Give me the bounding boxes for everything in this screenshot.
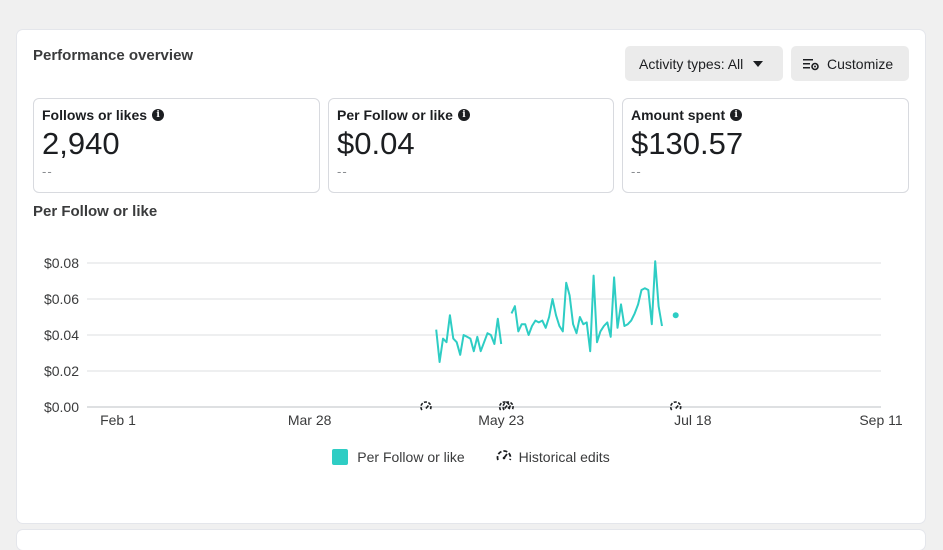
metric-value: $130.57	[631, 126, 744, 161]
metric-follows-or-likes[interactable]: Follows or likes i 2,940 --	[33, 98, 320, 193]
historical-edit-marker[interactable]	[669, 401, 682, 411]
x-tick-label: Jul 18	[674, 412, 712, 428]
line-chart[interactable]: $0.00 $0.02 $0.04 $0.06 $0.08 Feb 1 Mar 28 May …	[17, 30, 925, 440]
x-tick-label: Sep 11	[859, 412, 903, 428]
data-point	[672, 312, 679, 319]
customize-button[interactable]: Customize	[791, 46, 909, 81]
info-icon[interactable]: i	[730, 109, 743, 121]
activity-types-label: Activity types: All	[639, 55, 744, 72]
metric-label: Amount spent	[631, 107, 726, 123]
metric-label-wrap: Amount spent i	[631, 107, 900, 123]
metric-value: 2,940	[42, 126, 120, 161]
metric-label: Per Follow or like	[337, 107, 453, 123]
legend-series-label: Per Follow or like	[357, 449, 465, 465]
y-tick-label: $0.02	[44, 363, 79, 379]
performance-overview-card: Performance overview Activity types: All…	[17, 30, 925, 523]
page-title: Performance overview	[33, 47, 194, 64]
metric-label-wrap: Per Follow or like i	[337, 107, 605, 123]
metric-label-wrap: Follows or likes i	[42, 107, 311, 123]
next-card	[17, 530, 925, 550]
metric-label: Follows or likes	[42, 107, 148, 123]
legend-item-series[interactable]: Per Follow or like	[332, 449, 465, 465]
metric-comparison: --	[42, 164, 53, 179]
y-tick-label: $0.00	[44, 399, 79, 415]
caret-down-icon	[753, 60, 764, 67]
series-line	[435, 314, 503, 363]
x-tick-label: Feb 1	[100, 412, 136, 428]
y-tick-label: $0.08	[44, 255, 79, 271]
chart-title: Per Follow or like	[33, 203, 158, 220]
x-tick-label: May 23	[478, 412, 524, 428]
metric-comparison: --	[631, 164, 642, 179]
activity-types-dropdown[interactable]: Activity types: All	[625, 46, 783, 81]
legend-edits-label: Historical edits	[518, 449, 610, 465]
metric-value: $0.04	[337, 126, 415, 161]
historical-edit-marker[interactable]	[420, 401, 432, 411]
legend-item-historical-edits[interactable]: Historical edits	[495, 448, 610, 466]
historical-edit-marker[interactable]	[502, 401, 514, 411]
info-icon[interactable]: i	[457, 109, 470, 121]
x-tick-label: Mar 28	[288, 412, 332, 428]
customize-label: Customize	[827, 55, 894, 72]
y-tick-label: $0.06	[44, 291, 79, 307]
chart-legend: Per Follow or like Historical edits	[17, 448, 925, 466]
settings-list-icon	[803, 58, 819, 70]
metric-per-follow-or-like[interactable]: Per Follow or like i $0.04 --	[328, 98, 614, 193]
y-tick-label: $0.04	[44, 327, 79, 343]
series-line	[510, 260, 663, 353]
metric-comparison: --	[337, 164, 348, 179]
series-swatch	[332, 449, 349, 465]
info-icon[interactable]: i	[152, 109, 165, 121]
historical-edits-icon	[496, 450, 512, 461]
metric-amount-spent[interactable]: Amount spent i $130.57 --	[622, 98, 909, 193]
